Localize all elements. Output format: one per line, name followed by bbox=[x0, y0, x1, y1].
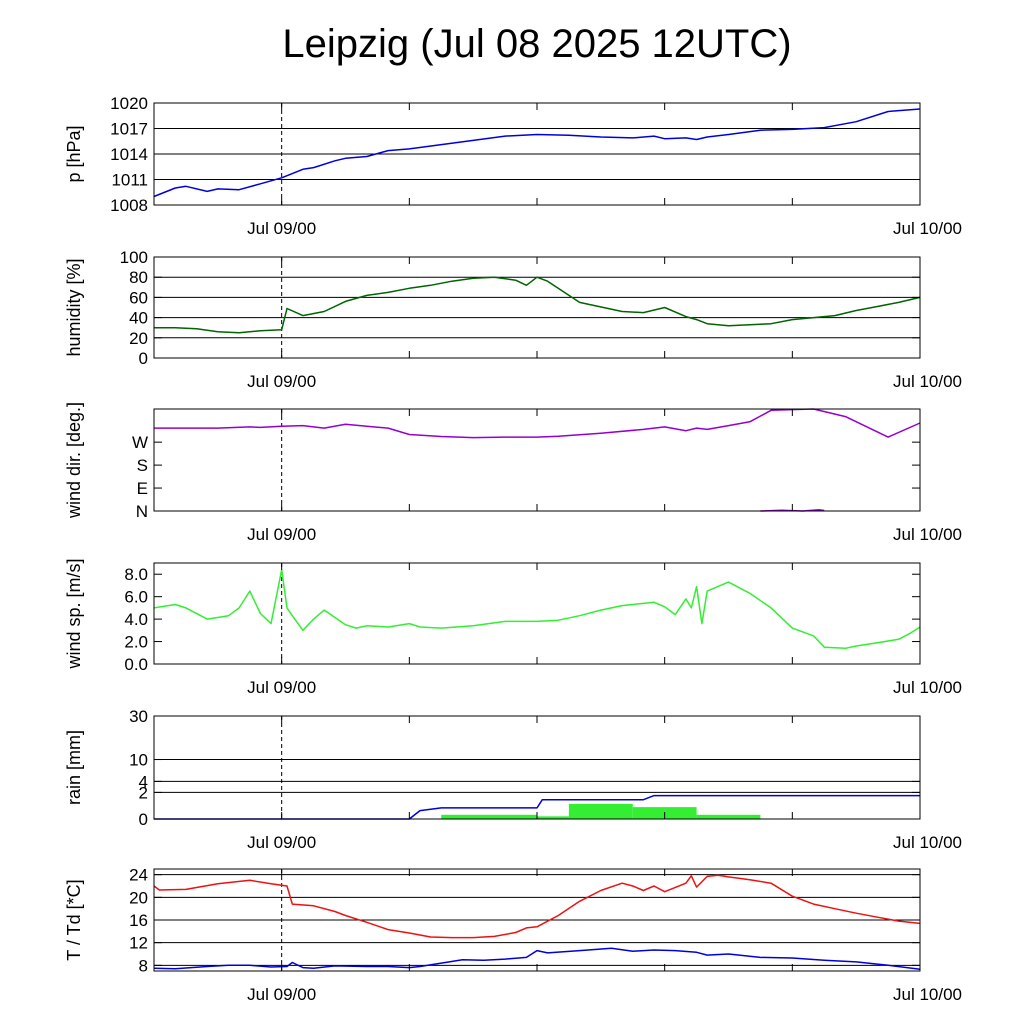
plot-frame bbox=[153, 256, 921, 359]
plot-frame bbox=[153, 715, 921, 820]
y-axis-label: wind sp. [m/s] bbox=[64, 558, 84, 669]
x-tick-label: Jul 10/00 bbox=[893, 985, 962, 1004]
x-tick-label: Jul 10/00 bbox=[893, 372, 962, 391]
x-tick-label: Jul 10/00 bbox=[893, 833, 962, 852]
x-tick-label: Jul 10/00 bbox=[893, 219, 962, 238]
x-tick-label: Jul 10/00 bbox=[893, 525, 962, 544]
y-tick-label: 0 bbox=[139, 349, 148, 368]
y-tick-label: 40 bbox=[129, 309, 148, 328]
y-axis-label: wind dir. [deg.] bbox=[64, 402, 84, 519]
y-tick-label: 20 bbox=[129, 329, 148, 348]
plot-frame bbox=[153, 562, 921, 665]
y-tick-label: W bbox=[132, 433, 148, 452]
y-tick-label: 1011 bbox=[111, 171, 148, 190]
y-tick-label: 60 bbox=[129, 288, 148, 307]
x-tick-label: Jul 09/00 bbox=[247, 985, 316, 1004]
panel-0: 1008 1011 1014 1017 1020 Jul 09/00 Jul 10/00 p … bbox=[64, 94, 962, 238]
series-pressure bbox=[153, 108, 921, 198]
x-tick-label: Jul 09/00 bbox=[247, 372, 316, 391]
rain-bar bbox=[696, 814, 761, 819]
y-axis-label: p [hPa] bbox=[64, 125, 84, 182]
y-tick-label: 20 bbox=[129, 888, 148, 907]
y-tick-label: 1020 bbox=[110, 94, 148, 113]
y-tick-label: S bbox=[137, 456, 148, 475]
y-tick-label: 6.0 bbox=[124, 588, 148, 607]
series-wind_dir bbox=[154, 408, 921, 439]
series-dewpoint bbox=[153, 947, 921, 971]
y-tick-label: N bbox=[136, 502, 148, 521]
rain-bar bbox=[568, 803, 633, 819]
y-tick-label: 1008 bbox=[110, 196, 148, 215]
y-tick-label: 1017 bbox=[110, 120, 148, 139]
y-tick-label: 4.0 bbox=[124, 610, 148, 629]
y-tick-label: 12 bbox=[129, 934, 148, 953]
x-tick-label: Jul 09/00 bbox=[247, 219, 316, 238]
series-wind_speed bbox=[153, 568, 921, 650]
y-tick-label: 10 bbox=[129, 751, 148, 770]
chart-title: Leipzig (Jul 08 2025 12UTC) bbox=[282, 22, 792, 66]
y-tick-label: 0.0 bbox=[124, 655, 148, 674]
rain-bar bbox=[537, 816, 569, 819]
y-tick-label: 2 bbox=[139, 783, 148, 802]
y-tick-label: E bbox=[137, 479, 148, 498]
x-tick-label: Jul 09/00 bbox=[247, 525, 316, 544]
y-tick-label: 100 bbox=[120, 248, 148, 267]
y-axis-label: rain [mm] bbox=[64, 730, 84, 805]
y-tick-label: 4 bbox=[139, 772, 148, 791]
series-temperature bbox=[153, 874, 921, 939]
y-tick-label: 16 bbox=[129, 911, 148, 930]
y-tick-label: 8.0 bbox=[124, 565, 148, 584]
y-tick-label: 8 bbox=[139, 956, 148, 975]
y-tick-label: 0 bbox=[139, 810, 148, 829]
series-humidity bbox=[154, 276, 921, 334]
x-tick-label: Jul 09/00 bbox=[247, 678, 316, 697]
y-axis-label: humidity [%] bbox=[64, 258, 84, 356]
y-tick-label: 1014 bbox=[110, 145, 148, 164]
x-tick-label: Jul 10/00 bbox=[893, 678, 962, 697]
panel-5: 8 12 16 20 24 Jul 09/00 Jul 10/00 T / Td [*C] bbox=[64, 866, 962, 1004]
panel-4: 0 24 10 30 Jul 09/00 Jul 10/00 rain [mm] bbox=[64, 707, 962, 852]
series-rain_cumulative bbox=[154, 794, 920, 820]
panel-3: 0.0 2.0 4.0 6.0 8.0 Jul 09/00 Jul 10/00 wind sp… bbox=[64, 558, 962, 697]
y-tick-label: 80 bbox=[129, 268, 148, 287]
rain-bar bbox=[441, 814, 537, 819]
y-tick-label: 30 bbox=[129, 707, 148, 726]
y-tick-label: 2.0 bbox=[124, 633, 148, 652]
y-axis-label: T / Td [*C] bbox=[64, 879, 84, 960]
plot-frame bbox=[153, 408, 921, 512]
x-tick-label: Jul 09/00 bbox=[247, 833, 316, 852]
y-tick-label: 24 bbox=[129, 866, 148, 885]
